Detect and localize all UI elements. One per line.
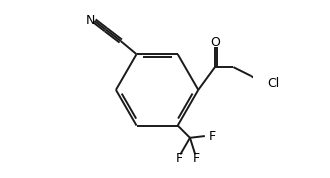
Text: F: F (193, 152, 200, 165)
Text: Cl: Cl (268, 77, 280, 90)
Text: F: F (175, 152, 182, 165)
Text: O: O (210, 36, 220, 49)
Text: N: N (86, 14, 95, 27)
Text: F: F (208, 130, 215, 143)
